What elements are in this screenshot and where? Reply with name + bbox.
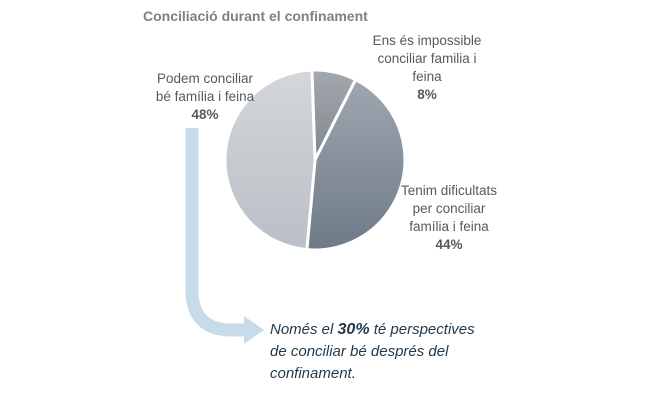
slice-label-text: conciliar familia i bbox=[377, 51, 477, 66]
pie-slice-difficulties bbox=[305, 78, 407, 252]
callout-note: Només el 30% té perspectives de concilia… bbox=[270, 319, 570, 385]
note-line: de conciliar bé després del bbox=[270, 343, 449, 360]
slice-label-text: família i feina bbox=[409, 219, 489, 234]
arrow-head bbox=[244, 316, 264, 344]
slice-percent: 8% bbox=[417, 87, 437, 102]
pie-slice-possible bbox=[223, 68, 317, 252]
note-suffix: té perspectives bbox=[369, 321, 475, 338]
arrow-shaft bbox=[185, 128, 246, 337]
slice-label-text: Ens és impossible bbox=[372, 33, 482, 48]
note-highlight: 30% bbox=[337, 321, 370, 338]
slice-percent: 48% bbox=[191, 107, 219, 122]
slice-percent: 44% bbox=[435, 237, 463, 252]
note-line: confinament. bbox=[270, 365, 356, 382]
chart-title: Conciliació durant el confinament bbox=[143, 8, 368, 24]
slice-label-text: Tenim dificultats bbox=[400, 183, 498, 198]
slice-label-text: feina bbox=[412, 69, 442, 84]
slice-label-text: Podem conciliar bbox=[156, 71, 254, 86]
slice-label-difficulties: Tenim dificultats per conciliar família … bbox=[388, 182, 510, 254]
slice-label-impossible: Ens és impossible conciliar familia i fe… bbox=[352, 32, 502, 104]
slice-label-text: per conciliar bbox=[412, 201, 486, 216]
note-prefix: Només el bbox=[270, 321, 338, 338]
slice-label-family-work-possible: Podem conciliar bé família i feina 48% bbox=[140, 70, 270, 124]
pie-slices bbox=[223, 68, 407, 252]
slice-label-text: bé família i feina bbox=[155, 89, 255, 104]
